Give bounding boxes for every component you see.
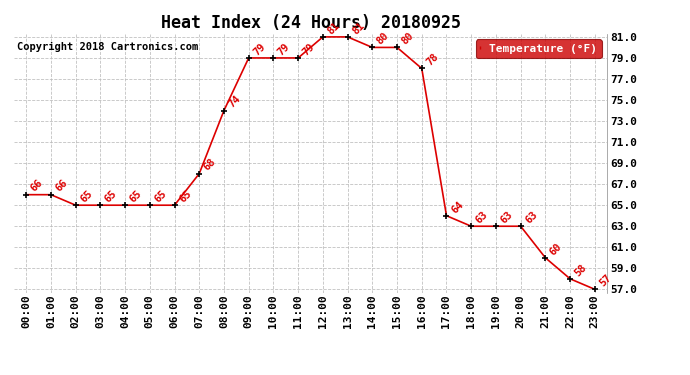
Text: 78: 78	[424, 52, 440, 68]
Text: 65: 65	[103, 189, 119, 204]
Text: 65: 65	[128, 189, 144, 204]
Text: 65: 65	[152, 189, 168, 204]
Text: 81: 81	[351, 20, 366, 36]
Text: 68: 68	[202, 157, 218, 173]
Text: 64: 64	[449, 199, 465, 215]
Text: 58: 58	[573, 262, 589, 278]
Text: 80: 80	[400, 31, 416, 46]
Text: 79: 79	[276, 41, 292, 57]
Text: Copyright 2018 Cartronics.com: Copyright 2018 Cartronics.com	[17, 42, 198, 51]
Legend: Temperature (°F): Temperature (°F)	[476, 39, 602, 58]
Text: 66: 66	[54, 178, 70, 194]
Text: 74: 74	[227, 94, 243, 110]
Text: 81: 81	[326, 20, 342, 36]
Text: 63: 63	[499, 210, 515, 225]
Text: 79: 79	[301, 41, 317, 57]
Text: 63: 63	[474, 210, 490, 225]
Text: 80: 80	[375, 31, 391, 46]
Text: 65: 65	[177, 189, 193, 204]
Text: 63: 63	[524, 210, 540, 225]
Text: 65: 65	[79, 189, 95, 204]
Text: 57: 57	[598, 273, 613, 289]
Text: 79: 79	[251, 41, 268, 57]
Text: 60: 60	[548, 241, 564, 257]
Title: Heat Index (24 Hours) 20180925: Heat Index (24 Hours) 20180925	[161, 14, 460, 32]
Text: 66: 66	[29, 178, 45, 194]
